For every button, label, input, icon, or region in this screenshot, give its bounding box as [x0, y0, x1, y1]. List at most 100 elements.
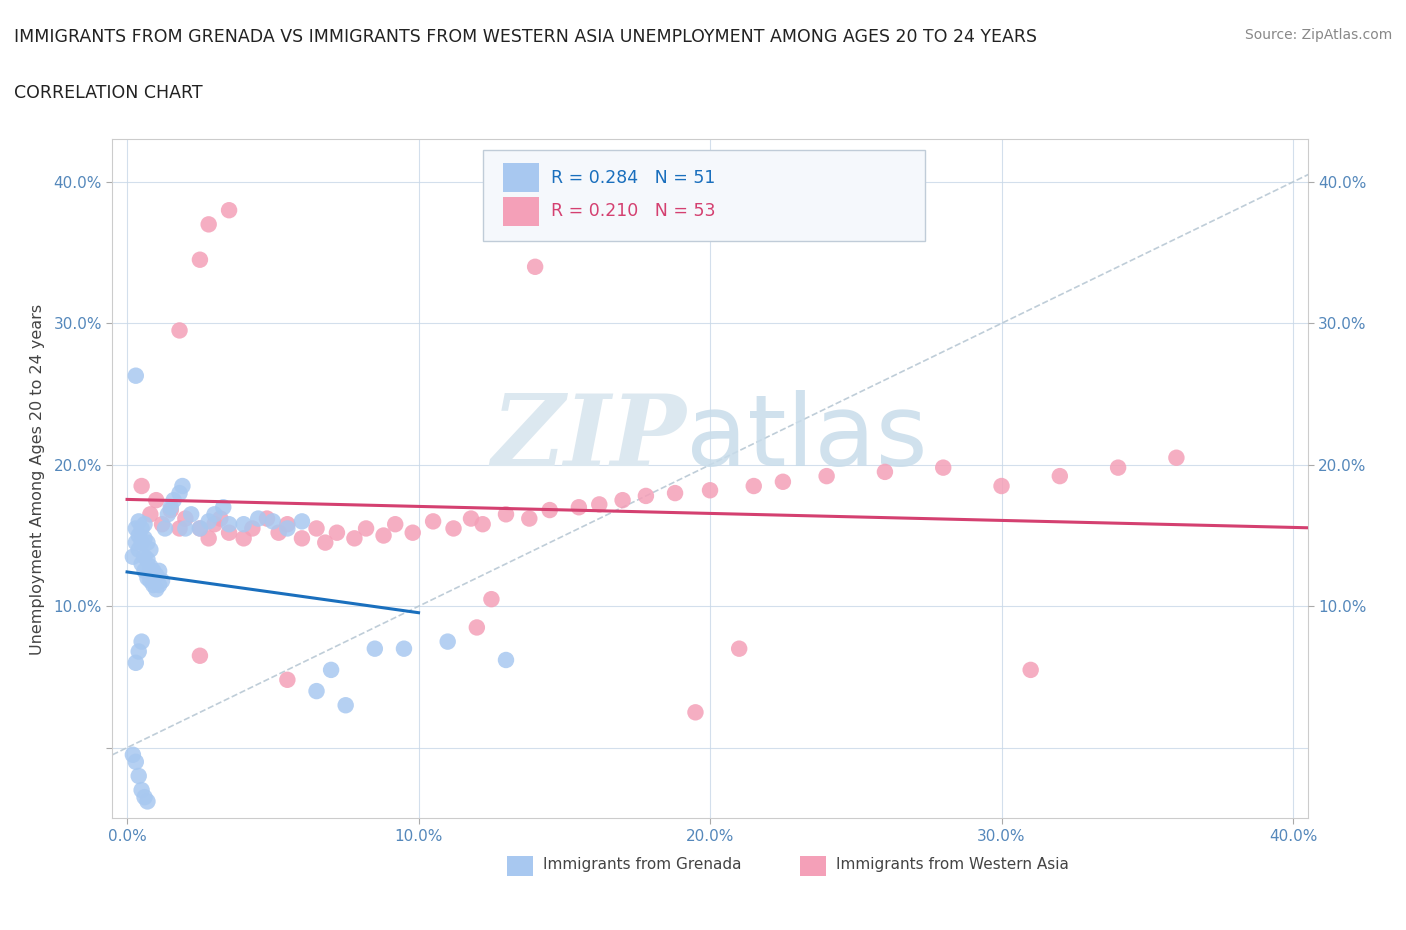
Point: [392, 642, 415, 657]
Point: [122, 550, 145, 565]
Point: [276, 521, 298, 536]
Point: [125, 521, 148, 536]
Point: [495, 653, 517, 668]
Point: [159, 502, 181, 517]
Text: R = 0.284   N = 51: R = 0.284 N = 51: [551, 168, 716, 187]
Point: [188, 521, 211, 536]
Point: [128, 542, 150, 557]
Point: [134, 564, 156, 578]
Point: [443, 521, 465, 536]
Point: [314, 535, 336, 550]
Point: [481, 591, 503, 606]
Point: [218, 203, 240, 218]
Point: [436, 634, 458, 649]
Point: [159, 499, 181, 514]
Point: [465, 620, 488, 635]
Text: CORRELATION CHART: CORRELATION CHART: [14, 84, 202, 101]
Point: [343, 531, 366, 546]
Point: [174, 521, 197, 536]
Point: [256, 512, 278, 526]
Point: [247, 512, 270, 526]
Point: [305, 684, 328, 698]
Point: [204, 517, 226, 532]
Point: [815, 469, 838, 484]
Point: [131, 521, 153, 536]
Point: [142, 564, 165, 578]
Point: [495, 507, 517, 522]
Point: [772, 474, 794, 489]
Bar: [503, 197, 538, 226]
Point: [471, 517, 494, 532]
Point: [145, 493, 167, 508]
FancyBboxPatch shape: [484, 150, 925, 242]
Text: Immigrants from Western Asia: Immigrants from Western Asia: [835, 857, 1069, 872]
Point: [742, 479, 765, 494]
Point: [169, 323, 191, 338]
Point: [209, 512, 232, 526]
Point: [402, 525, 425, 540]
Point: [460, 512, 482, 526]
Point: [664, 485, 686, 500]
Point: [373, 528, 395, 543]
Point: [685, 705, 707, 720]
Point: [517, 512, 540, 526]
Point: [699, 483, 721, 498]
Point: [276, 517, 298, 532]
Point: [163, 493, 186, 508]
Point: [291, 514, 314, 529]
Point: [134, 550, 156, 565]
Point: [1166, 450, 1188, 465]
Point: [232, 517, 254, 532]
Point: [188, 252, 211, 267]
Point: [136, 535, 159, 550]
Point: [197, 217, 219, 232]
Point: [128, 644, 150, 659]
Point: [136, 552, 159, 567]
Point: [364, 642, 387, 657]
Point: [524, 259, 547, 274]
Point: [568, 499, 591, 514]
Text: Immigrants from Grenada: Immigrants from Grenada: [543, 857, 741, 872]
Point: [1107, 460, 1129, 475]
Point: [125, 535, 148, 550]
Text: IMMIGRANTS FROM GRENADA VS IMMIGRANTS FROM WESTERN ASIA UNEMPLOYMENT AMONG AGES : IMMIGRANTS FROM GRENADA VS IMMIGRANTS FR…: [14, 28, 1038, 46]
Point: [128, 528, 150, 543]
Point: [145, 567, 167, 582]
Point: [305, 521, 328, 536]
Point: [588, 497, 610, 512]
Point: [131, 556, 153, 571]
Bar: [800, 856, 825, 876]
Point: [218, 517, 240, 532]
Text: R = 0.210   N = 53: R = 0.210 N = 53: [551, 203, 716, 220]
Point: [131, 634, 153, 649]
Point: [125, 368, 148, 383]
Point: [188, 521, 211, 536]
Point: [1019, 662, 1042, 677]
Point: [174, 512, 197, 526]
Point: [136, 570, 159, 585]
Point: [218, 525, 240, 540]
Point: [612, 493, 634, 508]
Point: [125, 754, 148, 769]
Point: [172, 479, 194, 494]
Point: [142, 578, 165, 592]
Point: [276, 672, 298, 687]
Point: [131, 535, 153, 550]
Point: [873, 464, 896, 479]
Point: [262, 514, 284, 529]
Point: [153, 521, 176, 536]
Point: [134, 790, 156, 804]
Point: [180, 507, 202, 522]
Bar: [503, 164, 538, 192]
Point: [125, 656, 148, 671]
Point: [728, 642, 751, 657]
Point: [188, 648, 211, 663]
Point: [990, 479, 1012, 494]
Point: [131, 783, 153, 798]
Point: [169, 521, 191, 536]
Point: [169, 485, 191, 500]
Point: [932, 460, 955, 475]
Point: [319, 662, 342, 677]
Y-axis label: Unemployment Among Ages 20 to 24 years: Unemployment Among Ages 20 to 24 years: [31, 303, 45, 655]
Point: [212, 499, 235, 514]
